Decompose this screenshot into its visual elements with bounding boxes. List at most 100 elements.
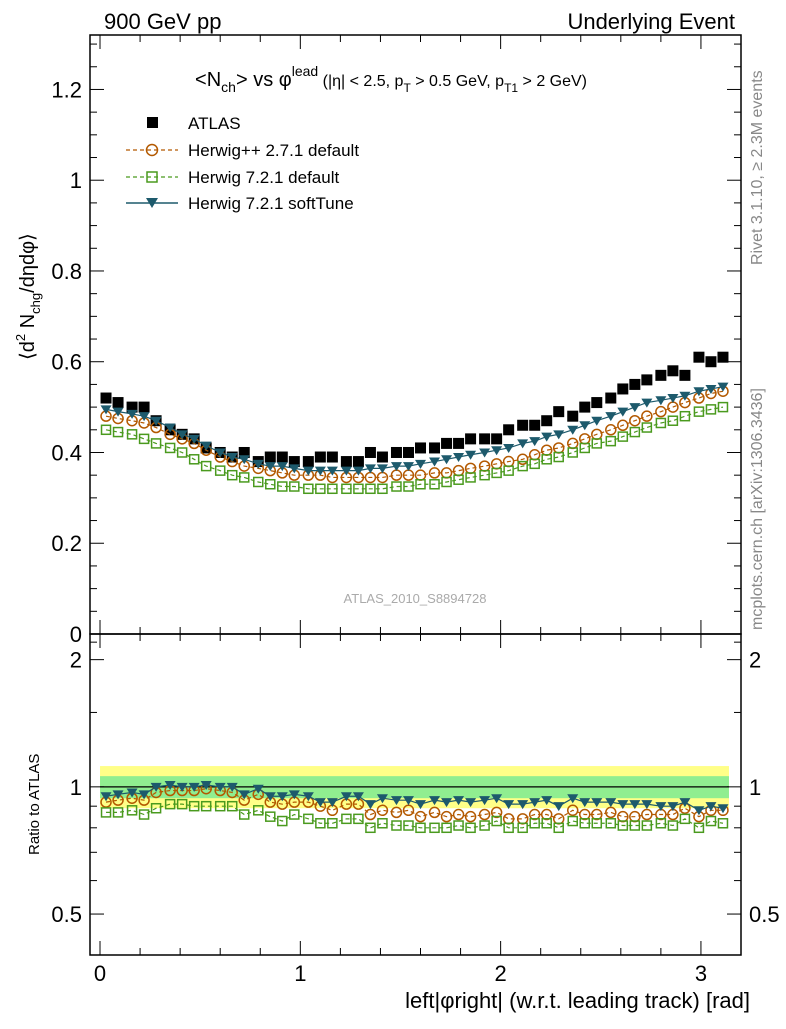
data-point-herwigpp bbox=[566, 437, 579, 450]
ratio-point-herwig721 bbox=[465, 822, 476, 834]
data-point-atlas bbox=[453, 437, 465, 449]
ratio-point-herwig721 bbox=[341, 813, 352, 825]
data-point-softtune bbox=[264, 462, 276, 472]
data-point-herwig721 bbox=[679, 410, 691, 422]
ratio-point-softtune bbox=[188, 782, 200, 792]
data-point-herwig721 bbox=[529, 458, 540, 470]
data-point-atlas bbox=[238, 446, 250, 458]
ratio-point-softtune bbox=[503, 800, 515, 810]
data-point-softtune bbox=[541, 432, 553, 442]
ratio-y-tick-label: 1 bbox=[70, 775, 82, 800]
ratio-point-softtune bbox=[112, 790, 124, 800]
y-tick-label: 1.2 bbox=[51, 77, 82, 102]
ratio-point-softtune bbox=[214, 782, 226, 792]
ratio-point-herwigpp bbox=[390, 806, 403, 819]
data-point-softtune bbox=[553, 430, 565, 440]
data-point-atlas bbox=[667, 365, 679, 377]
ratio-point-herwig721 bbox=[365, 822, 376, 834]
ratio-point-softtune bbox=[314, 798, 326, 808]
data-point-herwig721 bbox=[491, 467, 502, 479]
ratio-point-herwig721 bbox=[641, 820, 653, 831]
series-line-herwigpp bbox=[105, 390, 724, 479]
data-point-softtune bbox=[605, 412, 617, 422]
data-point-herwig721 bbox=[705, 404, 717, 415]
data-point-atlas bbox=[641, 374, 653, 386]
data-point-softtune bbox=[591, 416, 603, 426]
data-point-softtune bbox=[326, 466, 338, 476]
ratio-point-softtune bbox=[655, 802, 667, 812]
header-event-label: Underlying Event bbox=[567, 9, 735, 34]
data-point-atlas bbox=[567, 410, 579, 422]
data-point-softtune bbox=[188, 434, 200, 444]
data-point-herwigpp bbox=[617, 419, 629, 432]
legend-label-herwig721: Herwig 7.2.1 default bbox=[188, 168, 339, 187]
ratio-point-herwig721 bbox=[441, 822, 452, 834]
data-point-herwig721 bbox=[441, 476, 452, 488]
data-point-atlas bbox=[112, 397, 124, 409]
ratio-point-softtune bbox=[429, 796, 441, 806]
data-point-herwig721 bbox=[453, 474, 464, 485]
x-tick-label: 2 bbox=[495, 961, 507, 986]
data-point-herwigpp bbox=[540, 444, 553, 456]
ratio-point-herwig721 bbox=[327, 818, 338, 829]
data-point-softtune bbox=[517, 439, 529, 449]
data-point-herwig721 bbox=[138, 433, 150, 445]
ratio-point-herwig721 bbox=[529, 818, 540, 829]
data-point-atlas bbox=[364, 446, 376, 458]
ratio-point-herwig721 bbox=[238, 809, 250, 820]
ratio-point-softtune bbox=[605, 798, 617, 808]
data-point-herwigpp bbox=[655, 405, 667, 418]
data-point-softtune bbox=[567, 425, 579, 435]
data-point-softtune bbox=[176, 430, 188, 440]
ratio-point-herwig721 bbox=[391, 820, 402, 831]
data-point-atlas bbox=[390, 446, 402, 458]
data-point-herwig721 bbox=[567, 447, 578, 458]
ratio-point-herwig721 bbox=[353, 813, 364, 825]
data-point-atlas bbox=[605, 392, 617, 404]
plot-title: <Nch> vs φlead (|η| < 2.5, pT > 0.5 GeV,… bbox=[195, 63, 587, 95]
data-point-softtune bbox=[112, 407, 124, 417]
ratio-point-softtune bbox=[100, 792, 112, 802]
ratio-point-herwigpp bbox=[440, 810, 453, 823]
data-point-herwig721 bbox=[541, 454, 552, 465]
ratio-point-herwig721 bbox=[479, 820, 490, 831]
data-point-atlas bbox=[491, 433, 503, 445]
data-point-herwigpp bbox=[579, 433, 591, 445]
data-point-herwig721 bbox=[150, 438, 162, 449]
ratio-point-herwig721 bbox=[164, 798, 176, 810]
ratio-point-herwig721 bbox=[503, 822, 514, 834]
ratio-point-herwig721 bbox=[517, 822, 528, 834]
ratio-y-tick-label-right: 0.5 bbox=[749, 902, 780, 927]
data-point-softtune bbox=[390, 462, 402, 472]
data-point-softtune bbox=[717, 382, 729, 392]
ratio-y-axis-label: Ratio to ATLAS bbox=[26, 754, 43, 855]
ratio-point-herwigpp bbox=[428, 806, 441, 819]
data-point-atlas bbox=[693, 351, 705, 363]
ratio-point-softtune bbox=[717, 804, 729, 814]
legend-entry-herwig721: Herwig 7.2.1 default bbox=[126, 168, 339, 187]
ratio-point-softtune bbox=[200, 781, 212, 791]
main-plot-area: 0 0.2 0.4 0.6 0.8 1 1.2 bbox=[51, 34, 742, 955]
data-point-atlas bbox=[302, 456, 314, 468]
ratio-point-softtune bbox=[667, 802, 679, 812]
data-point-atlas bbox=[314, 451, 326, 463]
ratio-plot-area: 0 1 2 3 0.5 0.5 1 1 2 2 bbox=[51, 633, 780, 986]
ratio-point-herwigpp bbox=[490, 806, 503, 819]
data-point-herwig721 bbox=[465, 472, 476, 483]
data-point-herwig721 bbox=[605, 435, 617, 447]
ratio-point-softtune bbox=[441, 798, 453, 808]
data-point-softtune bbox=[465, 450, 477, 460]
ratio-point-softtune bbox=[491, 794, 503, 804]
data-point-softtune bbox=[214, 448, 226, 458]
data-point-herwig721 bbox=[579, 442, 591, 454]
data-point-softtune bbox=[288, 464, 300, 474]
data-point-atlas bbox=[276, 451, 288, 463]
data-point-herwig721 bbox=[591, 438, 603, 449]
ratio-y-tick-label-right: 1 bbox=[749, 775, 761, 800]
legend-entry-softtune: Herwig 7.2.1 softTune bbox=[126, 194, 354, 213]
ratio-point-softtune bbox=[390, 796, 402, 806]
data-point-atlas bbox=[655, 369, 667, 381]
ratio-point-herwig721 bbox=[126, 805, 138, 816]
data-point-atlas bbox=[126, 401, 138, 413]
y-tick-label: 0.6 bbox=[51, 350, 82, 375]
